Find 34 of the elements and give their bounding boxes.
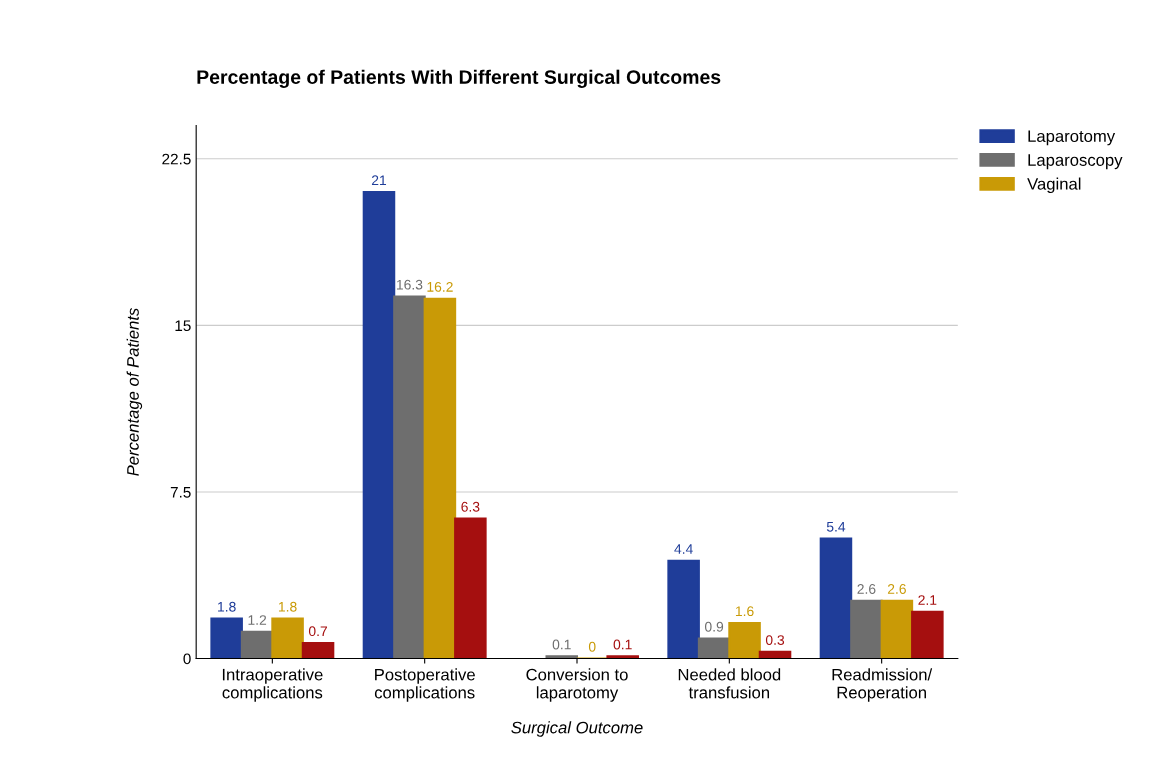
legend-label: Vaginal [1027, 177, 1081, 194]
y-axis-title: Percentage of Patients [126, 308, 143, 476]
data-label: 1.8 [278, 601, 297, 612]
y-tick-label: 22.5 [162, 153, 191, 165]
y-tick-label: 7.5 [170, 486, 191, 498]
y-tick-label: 0 [183, 653, 191, 665]
x-tick-label: Postoperative complications [374, 668, 475, 702]
data-label: 4.4 [674, 544, 693, 554]
x-tick-label: Needed blood transfusion [678, 668, 781, 699]
data-label: 0.9 [704, 621, 724, 632]
data-label: 6.3 [461, 501, 480, 512]
chart-title: Percentage of Patients With Different Surgical Outcomes [197, 69, 721, 88]
x-tick-label: Readmission/ Reoperation [832, 668, 933, 702]
x-tick-label: Conversion to laparotomy [526, 668, 628, 702]
data-label: 1.6 [735, 606, 754, 617]
data-label: 2.1 [918, 595, 937, 605]
data-label: 2.6 [887, 584, 906, 594]
data-label: 1.2 [248, 615, 267, 625]
legend-label: Laparoscopy [1028, 154, 1123, 170]
legend-label: Laparotomy [1028, 130, 1116, 146]
data-label: 0 [588, 641, 596, 652]
x-tick-label: Intraoperative complications [222, 668, 323, 702]
data-label: 0.7 [308, 626, 327, 637]
data-label: 16.3 [396, 279, 423, 290]
data-label: 16.2 [427, 281, 453, 292]
data-label: 21 [371, 175, 387, 186]
data-label: 0.1 [613, 639, 632, 650]
y-tick-label: 15 [175, 320, 191, 332]
data-label: 0.1 [552, 639, 571, 650]
x-axis-title: Surgical Outcome [511, 721, 643, 737]
data-label: 0.3 [765, 635, 785, 645]
data-label: 5.4 [826, 522, 846, 532]
data-label: 2.6 [857, 584, 876, 594]
data-label: 1.8 [218, 601, 236, 612]
